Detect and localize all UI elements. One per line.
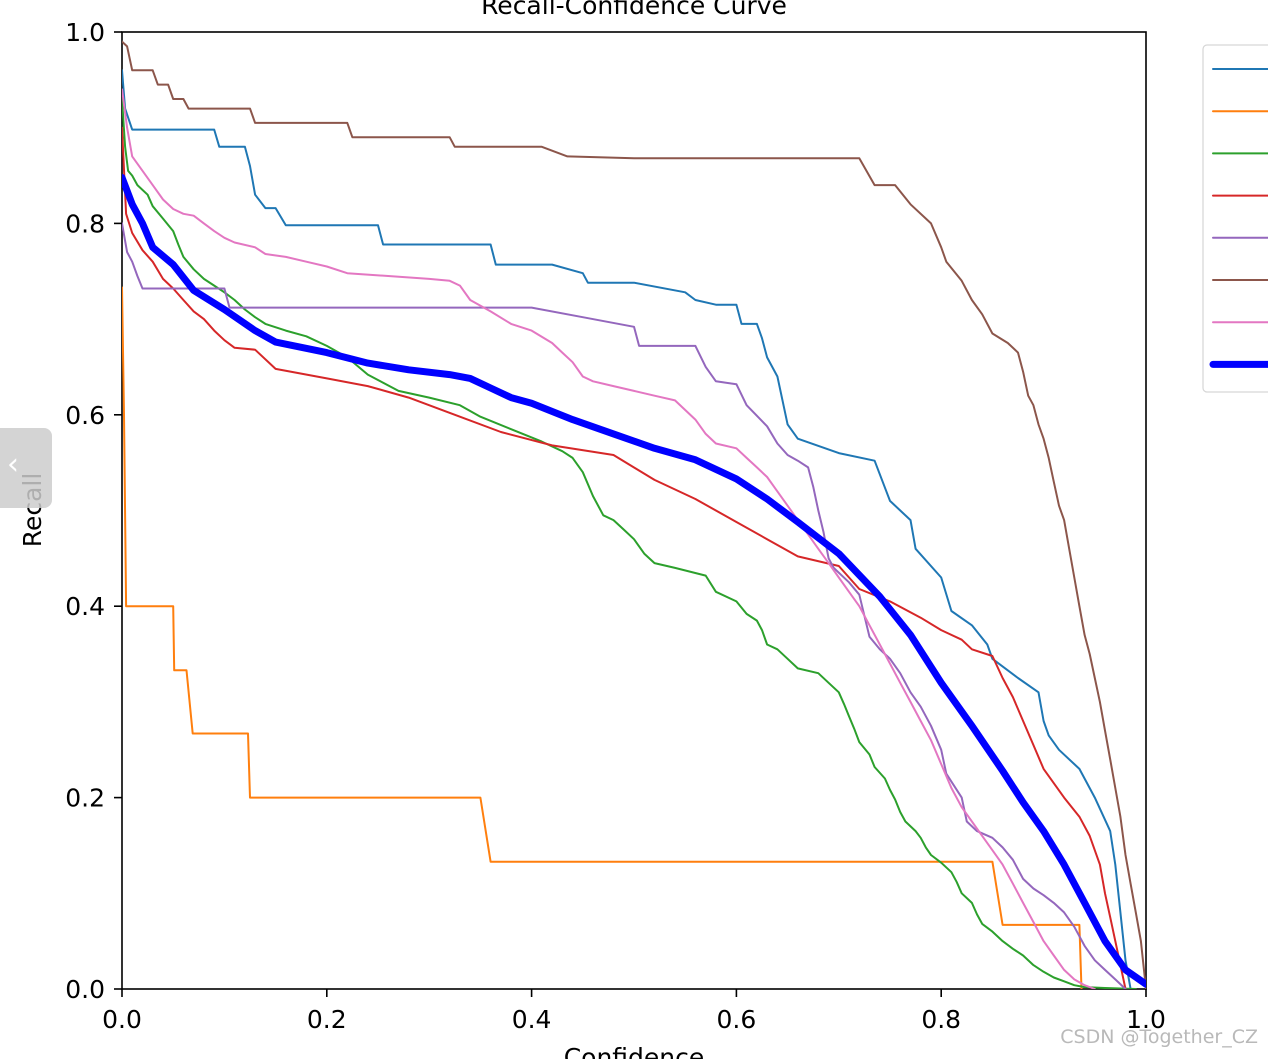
legend [1202,44,1268,393]
x-axis-title: Confidence [564,1043,705,1059]
y-tick-label: 1.0 [65,18,105,47]
series-layer [122,40,1146,989]
y-tick-label: 0.2 [65,784,105,813]
series-line-6 [122,40,1146,989]
y-tick-label: 0.0 [65,975,105,1004]
chart-title: Recall-Confidence Curve [481,0,787,20]
x-tick-label: 0.4 [512,1005,552,1034]
y-tick-label: 0.8 [65,209,105,238]
x-tick-label: 0.6 [717,1005,757,1034]
x-tick-label: 0.0 [102,1005,142,1034]
series-line-5 [122,222,1127,989]
plot-area-frame [121,31,1147,990]
chevron-left-icon: ‹ [7,447,19,482]
series-line-2 [122,286,1083,989]
series-line-3 [122,98,1137,989]
collapse-sidebar-tab[interactable]: ‹ [0,428,52,508]
legend-frame [1202,44,1268,393]
legend-entries [1209,68,1268,368]
x-tick-label: 0.2 [307,1005,347,1034]
y-axis-ticks: 0.0 0.2 0.4 0.6 0.8 1.0 [65,18,122,1004]
watermark: CSDN @Together_CZ [1060,1026,1258,1048]
y-tick-label: 0.6 [65,401,105,430]
series-line-1 [122,69,1132,989]
series-line-8 [122,174,1146,988]
x-tick-label: 1.0 [1126,1005,1166,1034]
series-line-4 [122,126,1127,989]
y-tick-label: 0.4 [65,592,105,621]
series-line-7 [122,88,1096,989]
x-axis-ticks: 0.0 0.2 0.4 0.6 0.8 1.0 [102,989,1166,1034]
x-tick-label: 0.8 [921,1005,961,1034]
